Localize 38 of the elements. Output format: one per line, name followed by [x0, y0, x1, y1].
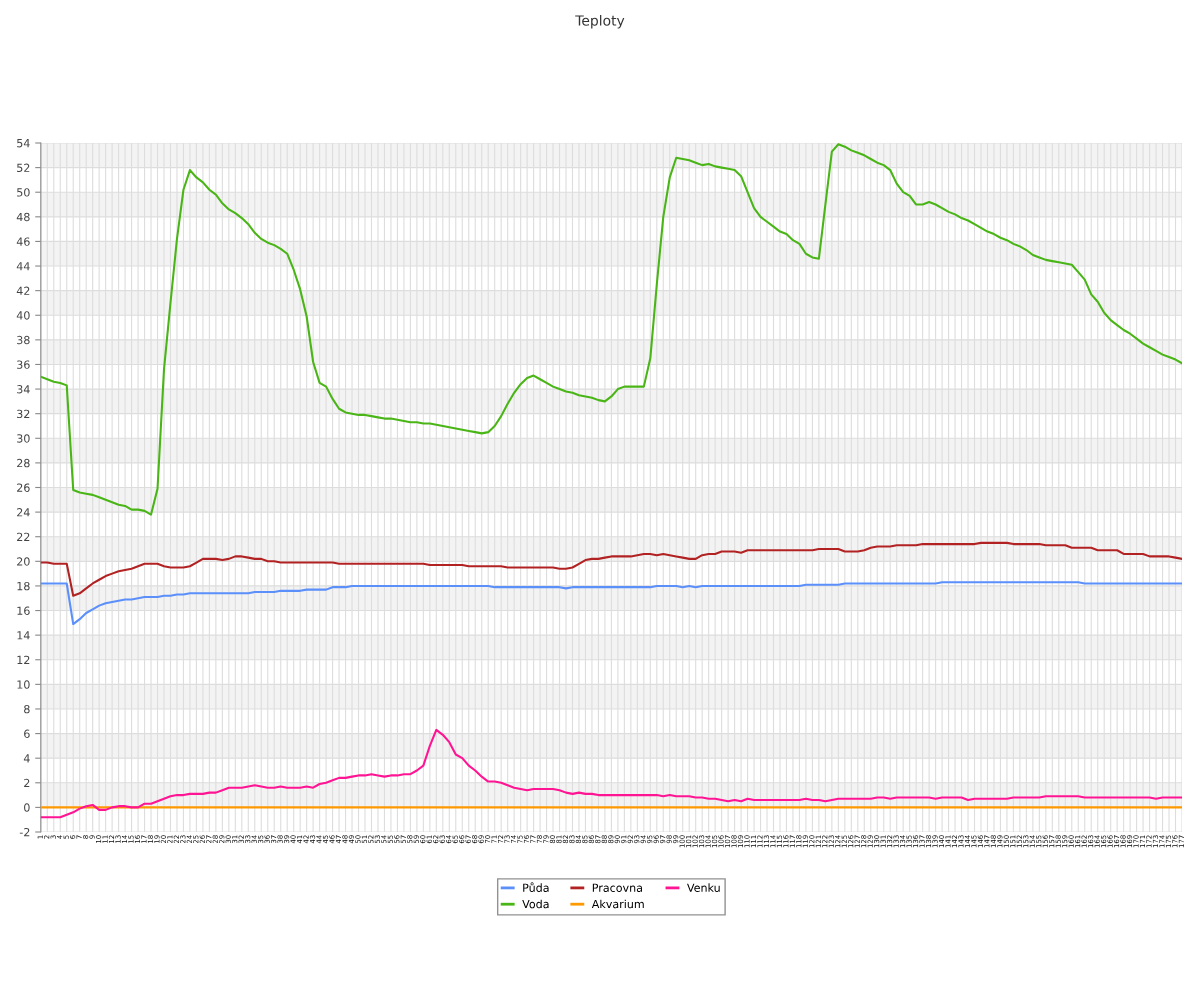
line-series	[40, 728, 1182, 819]
y-tick-label: -2	[19, 827, 30, 837]
y-tick-label: 38	[17, 335, 30, 345]
y-tick-label: 34	[17, 385, 30, 394]
y-tick-label: 20	[17, 557, 30, 566]
chart-title: Teploty	[575, 15, 625, 29]
y-tick-label: 24	[17, 508, 30, 517]
y-tick-label: 12	[17, 655, 30, 664]
y-tick-label: 50	[17, 188, 30, 197]
y-tick-label: 44	[16, 262, 30, 271]
y-tick-label: 14	[17, 631, 30, 640]
line-series	[40, 541, 1182, 597]
y-tick-label: 54	[17, 139, 30, 148]
legend-label: Venku	[687, 883, 720, 892]
legend-label: Voda	[522, 899, 549, 909]
y-tick-label: 18	[17, 581, 30, 591]
y-tick-label: 8	[24, 704, 30, 714]
y-tick-label: 36	[17, 360, 30, 369]
y-tick-label: 48	[16, 212, 30, 222]
legend-label: Půda	[523, 882, 549, 892]
y-tick-label: 2	[24, 778, 30, 788]
y-tick-label: 28	[17, 458, 30, 468]
y-tick-label: 30	[17, 434, 30, 443]
y-tick-label: 32	[17, 409, 30, 419]
line-series	[40, 581, 1182, 626]
y-tick-label: 46	[16, 237, 30, 246]
y-tick-label: 26	[17, 483, 30, 492]
y-tick-label: 0	[24, 803, 30, 812]
y-tick-label: 52	[17, 163, 30, 172]
y-tick-label: 22	[17, 532, 30, 541]
y-tick-label: 4	[23, 754, 30, 763]
y-tick-label: 42	[16, 286, 30, 295]
y-tick-label: 10	[17, 680, 30, 689]
legend-label: Akvarium	[591, 899, 644, 909]
legend-label: Pracovna	[592, 883, 642, 892]
y-tick-label: 6	[24, 729, 30, 738]
y-tick-label: 16	[17, 606, 30, 615]
y-tick-label: 40	[16, 311, 30, 320]
